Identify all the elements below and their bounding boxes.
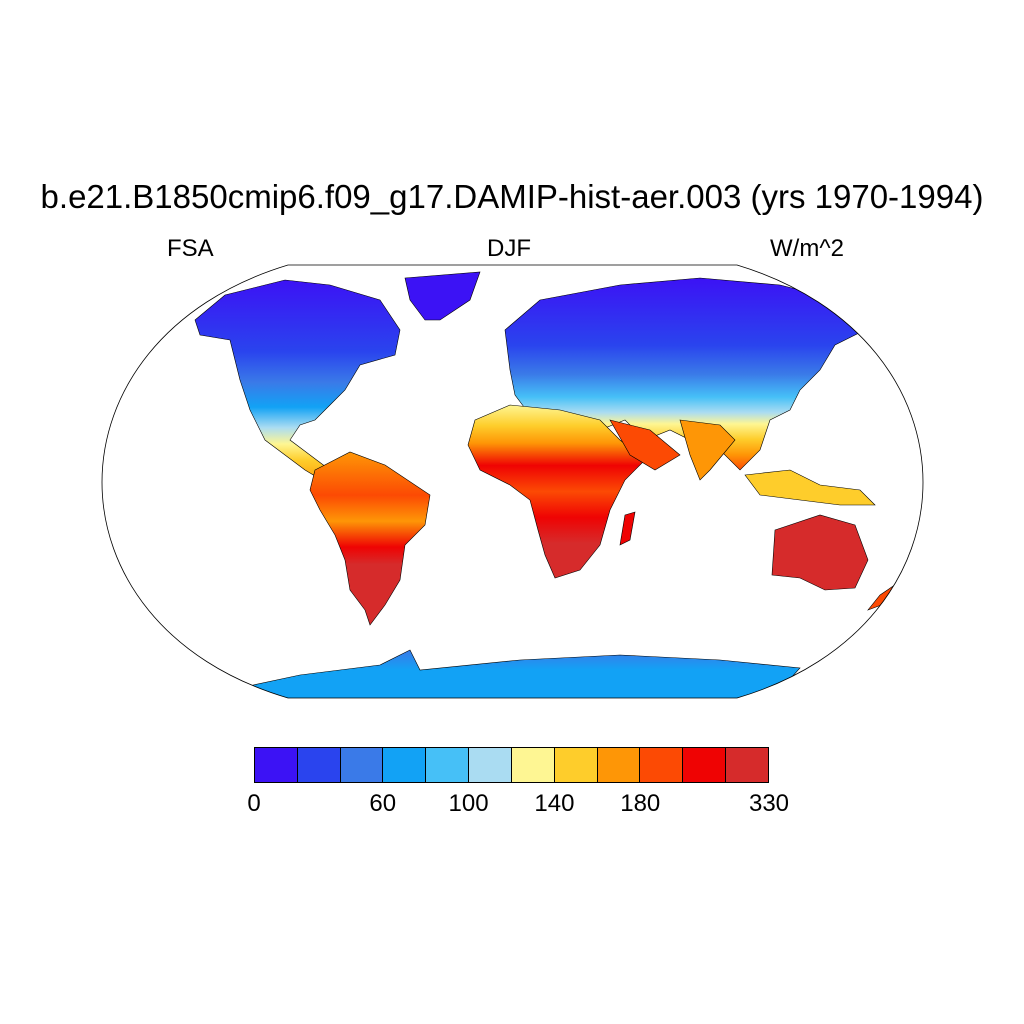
maritime-continent xyxy=(744,469,876,506)
colorbar-tick-label: 180 xyxy=(620,790,661,817)
colorbar-tick-label: 100 xyxy=(448,790,489,817)
india xyxy=(679,419,736,481)
antarctica xyxy=(229,649,801,698)
greenland xyxy=(404,271,481,321)
colorbar-cell xyxy=(469,748,512,782)
south-america xyxy=(309,451,431,626)
new-zealand xyxy=(867,577,906,611)
colorbar-cell xyxy=(597,748,641,782)
africa xyxy=(467,404,646,579)
colorbar-cell xyxy=(426,748,470,782)
colorbar-cell xyxy=(554,748,598,782)
australia xyxy=(771,514,869,591)
colorbar-tick-label: 60 xyxy=(369,790,397,817)
madagascar xyxy=(619,511,636,546)
colorbar-tick-label: 330 xyxy=(748,790,790,817)
colorbar-cell xyxy=(511,748,555,782)
globe-outline xyxy=(101,264,924,699)
variable-label: FSA xyxy=(167,235,214,262)
units-label: W/m^2 xyxy=(770,235,844,262)
colorbar-cell xyxy=(255,748,298,782)
land-fields xyxy=(194,271,906,698)
plot-title: b.e21.B1850cmip6.f09_g17.DAMIP-hist-aer.… xyxy=(40,178,984,215)
colorbar-cell xyxy=(640,748,684,782)
colorbar-cell xyxy=(297,748,341,782)
north-america xyxy=(194,279,401,486)
arabia xyxy=(609,419,681,471)
season-label: DJF xyxy=(487,235,531,262)
colorbar-cell xyxy=(683,748,727,782)
colorbar-cell xyxy=(726,748,768,782)
colorbar-tick-label: 140 xyxy=(534,790,575,817)
colorbar-cell xyxy=(383,748,427,782)
colorbar-cell xyxy=(340,748,384,782)
colorbar-tick-label: 0 xyxy=(247,790,261,817)
colorbar xyxy=(254,747,769,783)
